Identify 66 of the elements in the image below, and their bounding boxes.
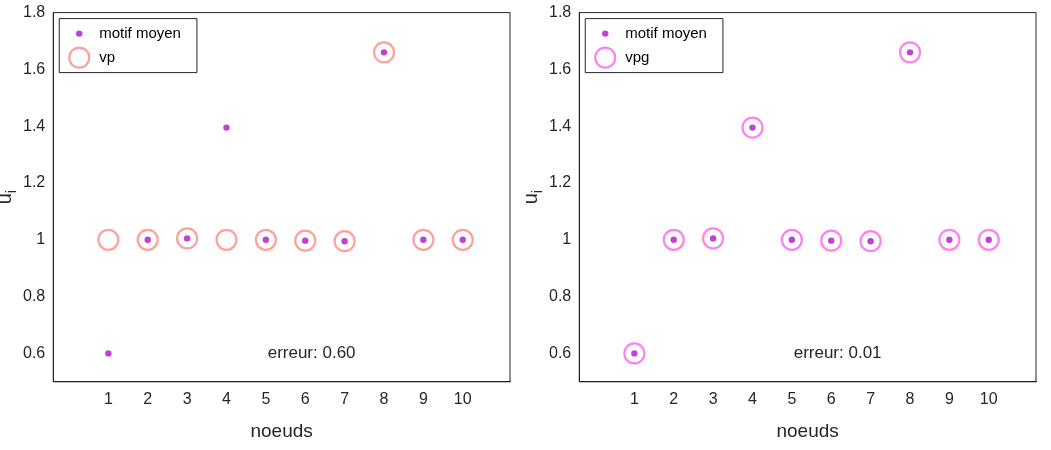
point (741, 116, 764, 139)
y-tick-label: 1 (36, 230, 46, 248)
y-tick-label: 1.4 (548, 116, 572, 134)
x-tick-label: 4 (748, 389, 758, 407)
point (780, 228, 803, 251)
x-tick-label: 3 (182, 389, 192, 407)
y-tick-label: 1.6 (548, 59, 572, 77)
y-axis-title: ui (0, 190, 20, 205)
legend-label: vp (99, 47, 116, 65)
point (215, 228, 238, 251)
y-tick-label: 0.8 (548, 287, 572, 305)
x-tick-label: 8 (905, 389, 915, 407)
y-tick-label: 1.8 (548, 3, 572, 21)
y-tick-label: 0.6 (548, 343, 572, 361)
annotation: erreur: 0.60 (267, 343, 356, 363)
point (623, 342, 646, 365)
x-tick-label: 6 (826, 389, 836, 407)
point (859, 230, 882, 253)
x-tick-label: 5 (261, 389, 271, 407)
point (333, 230, 356, 253)
point (105, 350, 112, 357)
x-tick-label: 4 (222, 389, 232, 407)
point (702, 227, 725, 250)
point (223, 124, 230, 131)
x-axis-title: noeuds (250, 420, 313, 442)
y-tick-label: 1.4 (22, 116, 46, 134)
y-tick-label: 1.2 (22, 173, 46, 191)
point (938, 228, 961, 251)
point (662, 228, 685, 251)
point (136, 228, 159, 251)
x-tick-label: 2 (143, 389, 153, 407)
y-axis-title: ui (518, 190, 546, 205)
x-tick-label: 10 (979, 389, 998, 407)
x-tick-label: 7 (340, 389, 350, 407)
y-tick-label: 1.6 (22, 59, 46, 77)
x-tick-label: 9 (418, 389, 428, 407)
point (97, 228, 120, 251)
x-tick-label: 6 (300, 389, 310, 407)
point (898, 41, 922, 64)
legend-label: motif moyen (625, 23, 707, 41)
x-tick-label: 2 (669, 389, 679, 407)
x-tick-label: 10 (453, 389, 472, 407)
point (294, 229, 317, 252)
point (820, 229, 843, 252)
point (176, 227, 199, 250)
x-tick-label: 5 (787, 389, 797, 407)
y-tick-label: 1 (562, 230, 572, 248)
annotation: erreur: 0.01 (793, 343, 882, 363)
x-tick-label: 9 (944, 389, 954, 407)
point (372, 41, 396, 64)
legend-label: vpg (625, 47, 650, 65)
y-tick-label: 0.8 (22, 287, 46, 305)
x-axis-title: noeuds (776, 420, 839, 442)
x-tick-label: 3 (708, 389, 718, 407)
x-tick-label: 8 (379, 389, 389, 407)
point (412, 228, 435, 251)
point (451, 228, 474, 251)
y-tick-label: 1.8 (22, 3, 46, 21)
point (254, 228, 277, 251)
y-tick-label: 0.6 (22, 343, 46, 361)
point (977, 228, 1000, 251)
x-tick-label: 1 (103, 389, 113, 407)
x-tick-label: 7 (866, 389, 876, 407)
legend-label: motif moyen (99, 23, 181, 41)
x-tick-label: 1 (629, 389, 639, 407)
y-tick-label: 1.2 (548, 173, 572, 191)
